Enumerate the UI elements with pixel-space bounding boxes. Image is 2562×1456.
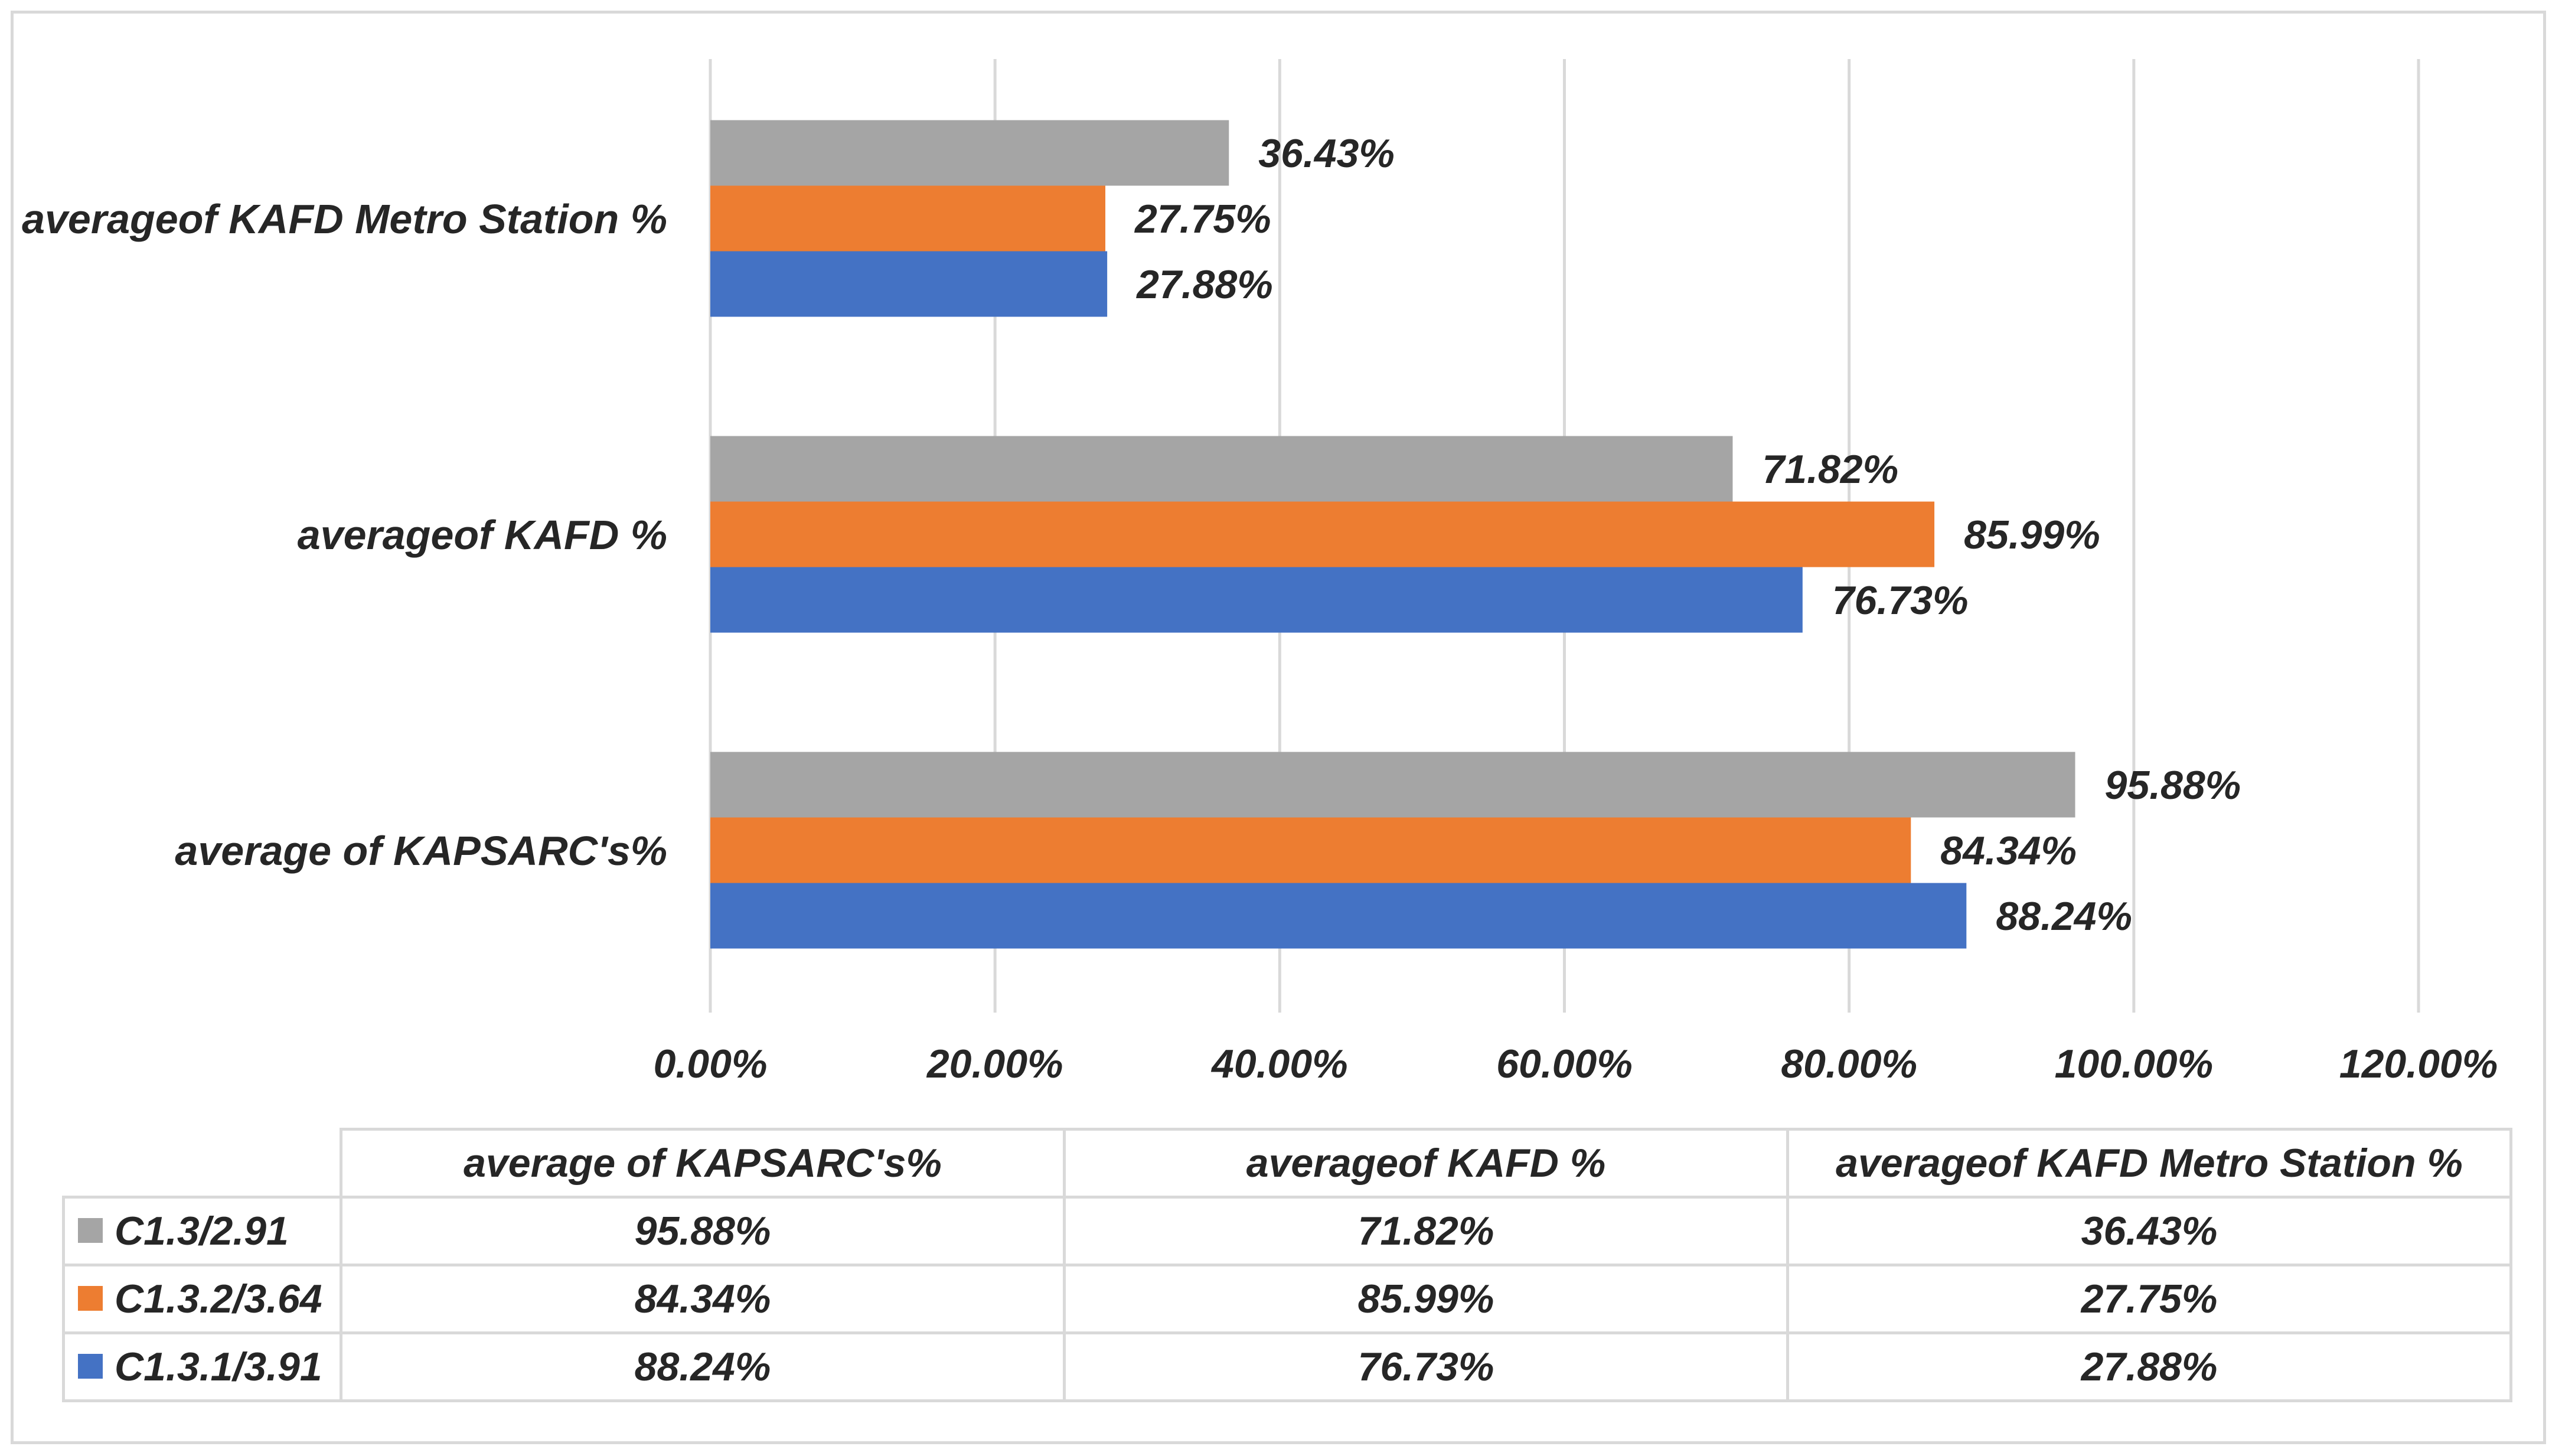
- table-header-row: average of KAPSARC's% averageof KAFD % a…: [63, 1128, 2512, 1199]
- x-tick-label: 40.00%: [1210, 1042, 1348, 1086]
- category-label: averageof KAFD %: [298, 512, 667, 558]
- category-label: average of KAPSARC's%: [175, 828, 667, 874]
- legend-label: C1.3/2.91: [115, 1209, 289, 1253]
- table-cell: 95.88%: [340, 1196, 1066, 1266]
- bars: [710, 120, 2075, 949]
- x-tick-label: 0.00%: [654, 1042, 768, 1086]
- table-cell: 27.88%: [1786, 1331, 2512, 1402]
- legend-swatch-orange: [78, 1286, 103, 1311]
- data-table: average of KAPSARC's% averageof KAFD % a…: [62, 1128, 2512, 1402]
- table-corner: [63, 1129, 342, 1199]
- table-header: average of KAPSARC's%: [340, 1128, 1066, 1199]
- table-header: averageof KAFD Metro Station %: [1786, 1128, 2512, 1199]
- data-label: 84.34%: [1940, 828, 2077, 873]
- bar-chart: 0.00% 20.00% 40.00% 60.00% 80.00% 100.00% 120.…: [22, 59, 2498, 1086]
- data-label: 88.24%: [1996, 894, 2132, 939]
- data-label: 27.75%: [1134, 197, 1271, 241]
- data-label: 76.73%: [1832, 578, 1969, 623]
- data-label: 85.99%: [1964, 512, 2100, 557]
- bar: [710, 436, 1733, 502]
- table-cell: 71.82%: [1063, 1196, 1789, 1266]
- chart-frame: [11, 11, 2546, 1444]
- table-cell: 36.43%: [1786, 1196, 2512, 1266]
- x-tick-label: 80.00%: [1781, 1042, 1917, 1086]
- x-tick-label: 60.00%: [1496, 1042, 1633, 1086]
- bar: [710, 817, 1911, 883]
- table-cell: 76.73%: [1063, 1331, 1789, 1402]
- bar: [710, 752, 2075, 818]
- data-label: 71.82%: [1762, 447, 1898, 492]
- data-label: 27.88%: [1135, 262, 1273, 307]
- x-tick-label: 100.00%: [2055, 1042, 2213, 1086]
- data-label: 36.43%: [1258, 131, 1395, 176]
- bar: [710, 567, 1803, 633]
- table-cell: 84.34%: [340, 1264, 1066, 1334]
- table-row: C1.3.2/3.64 84.34% 85.99% 27.75%: [62, 1264, 2512, 1334]
- x-tick-label: 20.00%: [926, 1042, 1063, 1086]
- table-row: C1.3/2.91 95.88% 71.82% 36.43%: [62, 1196, 2512, 1266]
- legend-entry: C1.3.1/3.91: [62, 1331, 342, 1402]
- table-cell: 85.99%: [1063, 1264, 1789, 1334]
- labels: 0.00% 20.00% 40.00% 60.00% 80.00% 100.00% 120.…: [22, 131, 2498, 1086]
- bar: [710, 501, 1935, 567]
- table-row: C1.3.1/3.91 88.24% 76.73% 27.88%: [62, 1331, 2512, 1402]
- table-cell: 88.24%: [340, 1331, 1066, 1402]
- category-label: averageof KAFD Metro Station %: [22, 196, 667, 242]
- bar: [710, 251, 1108, 317]
- bar: [710, 120, 1229, 186]
- legend-entry: C1.3.2/3.64: [62, 1264, 342, 1334]
- legend-label: C1.3.1/3.91: [115, 1344, 322, 1389]
- bar: [710, 185, 1106, 252]
- legend-swatch-gray: [78, 1218, 103, 1243]
- table-header: averageof KAFD %: [1063, 1128, 1789, 1199]
- legend-label: C1.3.2/3.64: [115, 1277, 322, 1321]
- data-label: 95.88%: [2105, 763, 2241, 808]
- table-cell: 27.75%: [1786, 1264, 2512, 1334]
- bar: [710, 883, 1967, 949]
- legend-swatch-blue: [78, 1354, 103, 1379]
- legend-entry: C1.3/2.91: [62, 1196, 342, 1266]
- x-tick-label: 120.00%: [2339, 1042, 2498, 1086]
